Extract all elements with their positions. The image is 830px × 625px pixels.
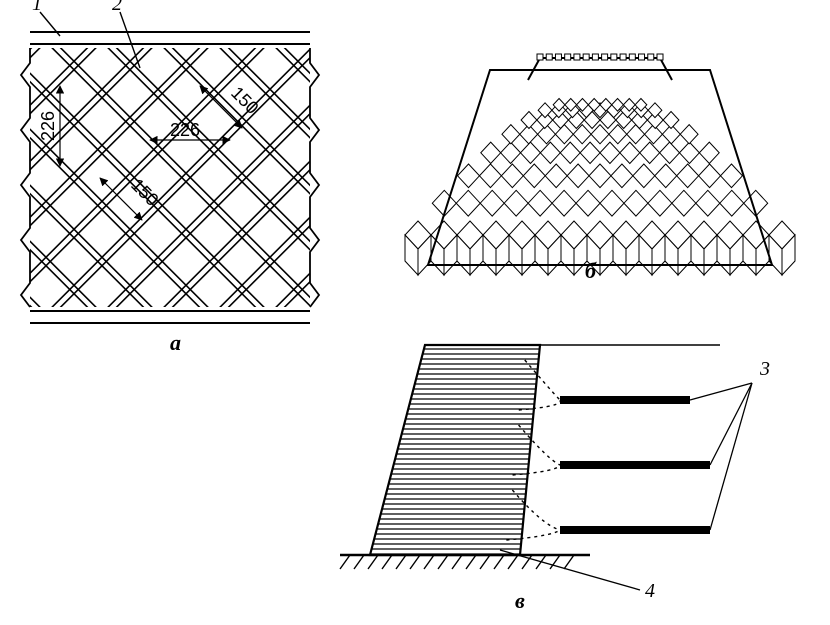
- svg-text:150: 150: [227, 83, 262, 118]
- svg-text:226: 226: [38, 111, 58, 141]
- svg-text:3: 3: [759, 358, 770, 380]
- panel-c-label: в: [515, 588, 525, 613]
- svg-text:1: 1: [32, 0, 42, 15]
- svg-text:4: 4: [645, 580, 655, 602]
- panel-b: [405, 54, 795, 275]
- panel-a-label: а: [170, 330, 181, 355]
- bottom-rails: [30, 311, 310, 323]
- svg-text:2: 2: [112, 0, 122, 15]
- top-rails: [30, 32, 310, 44]
- panel-b-label: б: [585, 258, 597, 283]
- svg-text:226: 226: [170, 120, 200, 140]
- panel-c: 34: [340, 345, 770, 602]
